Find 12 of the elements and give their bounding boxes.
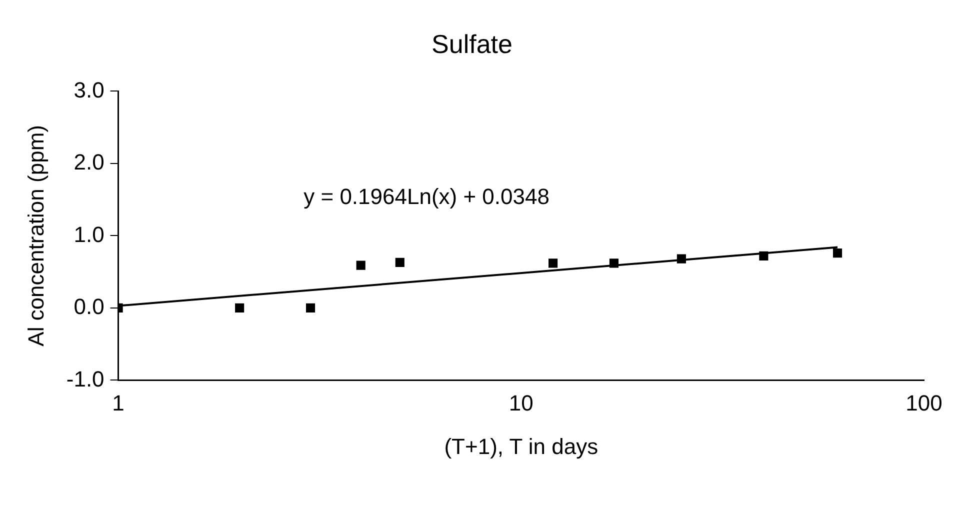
chart-title: Sulfate — [432, 28, 512, 59]
annotation: y = 0.1964Ln(x) + 0.0348 — [304, 184, 550, 210]
x-tick-label: 100 — [906, 390, 942, 416]
y-tick-label: 1.0 — [74, 222, 104, 247]
x-axis-title: (T+1), T in days — [444, 434, 598, 459]
x-tick-label: 10 — [508, 390, 534, 416]
y-axis-title: Al concentration (ppm) — [23, 125, 48, 346]
y-tick-label: 0.0 — [74, 294, 104, 320]
y-tick-label: 2.0 — [74, 150, 104, 175]
y-tick-label: 3.0 — [74, 77, 104, 102]
y-tick-label: -1.0 — [66, 366, 104, 392]
x-tick-label: 1 — [112, 390, 124, 416]
